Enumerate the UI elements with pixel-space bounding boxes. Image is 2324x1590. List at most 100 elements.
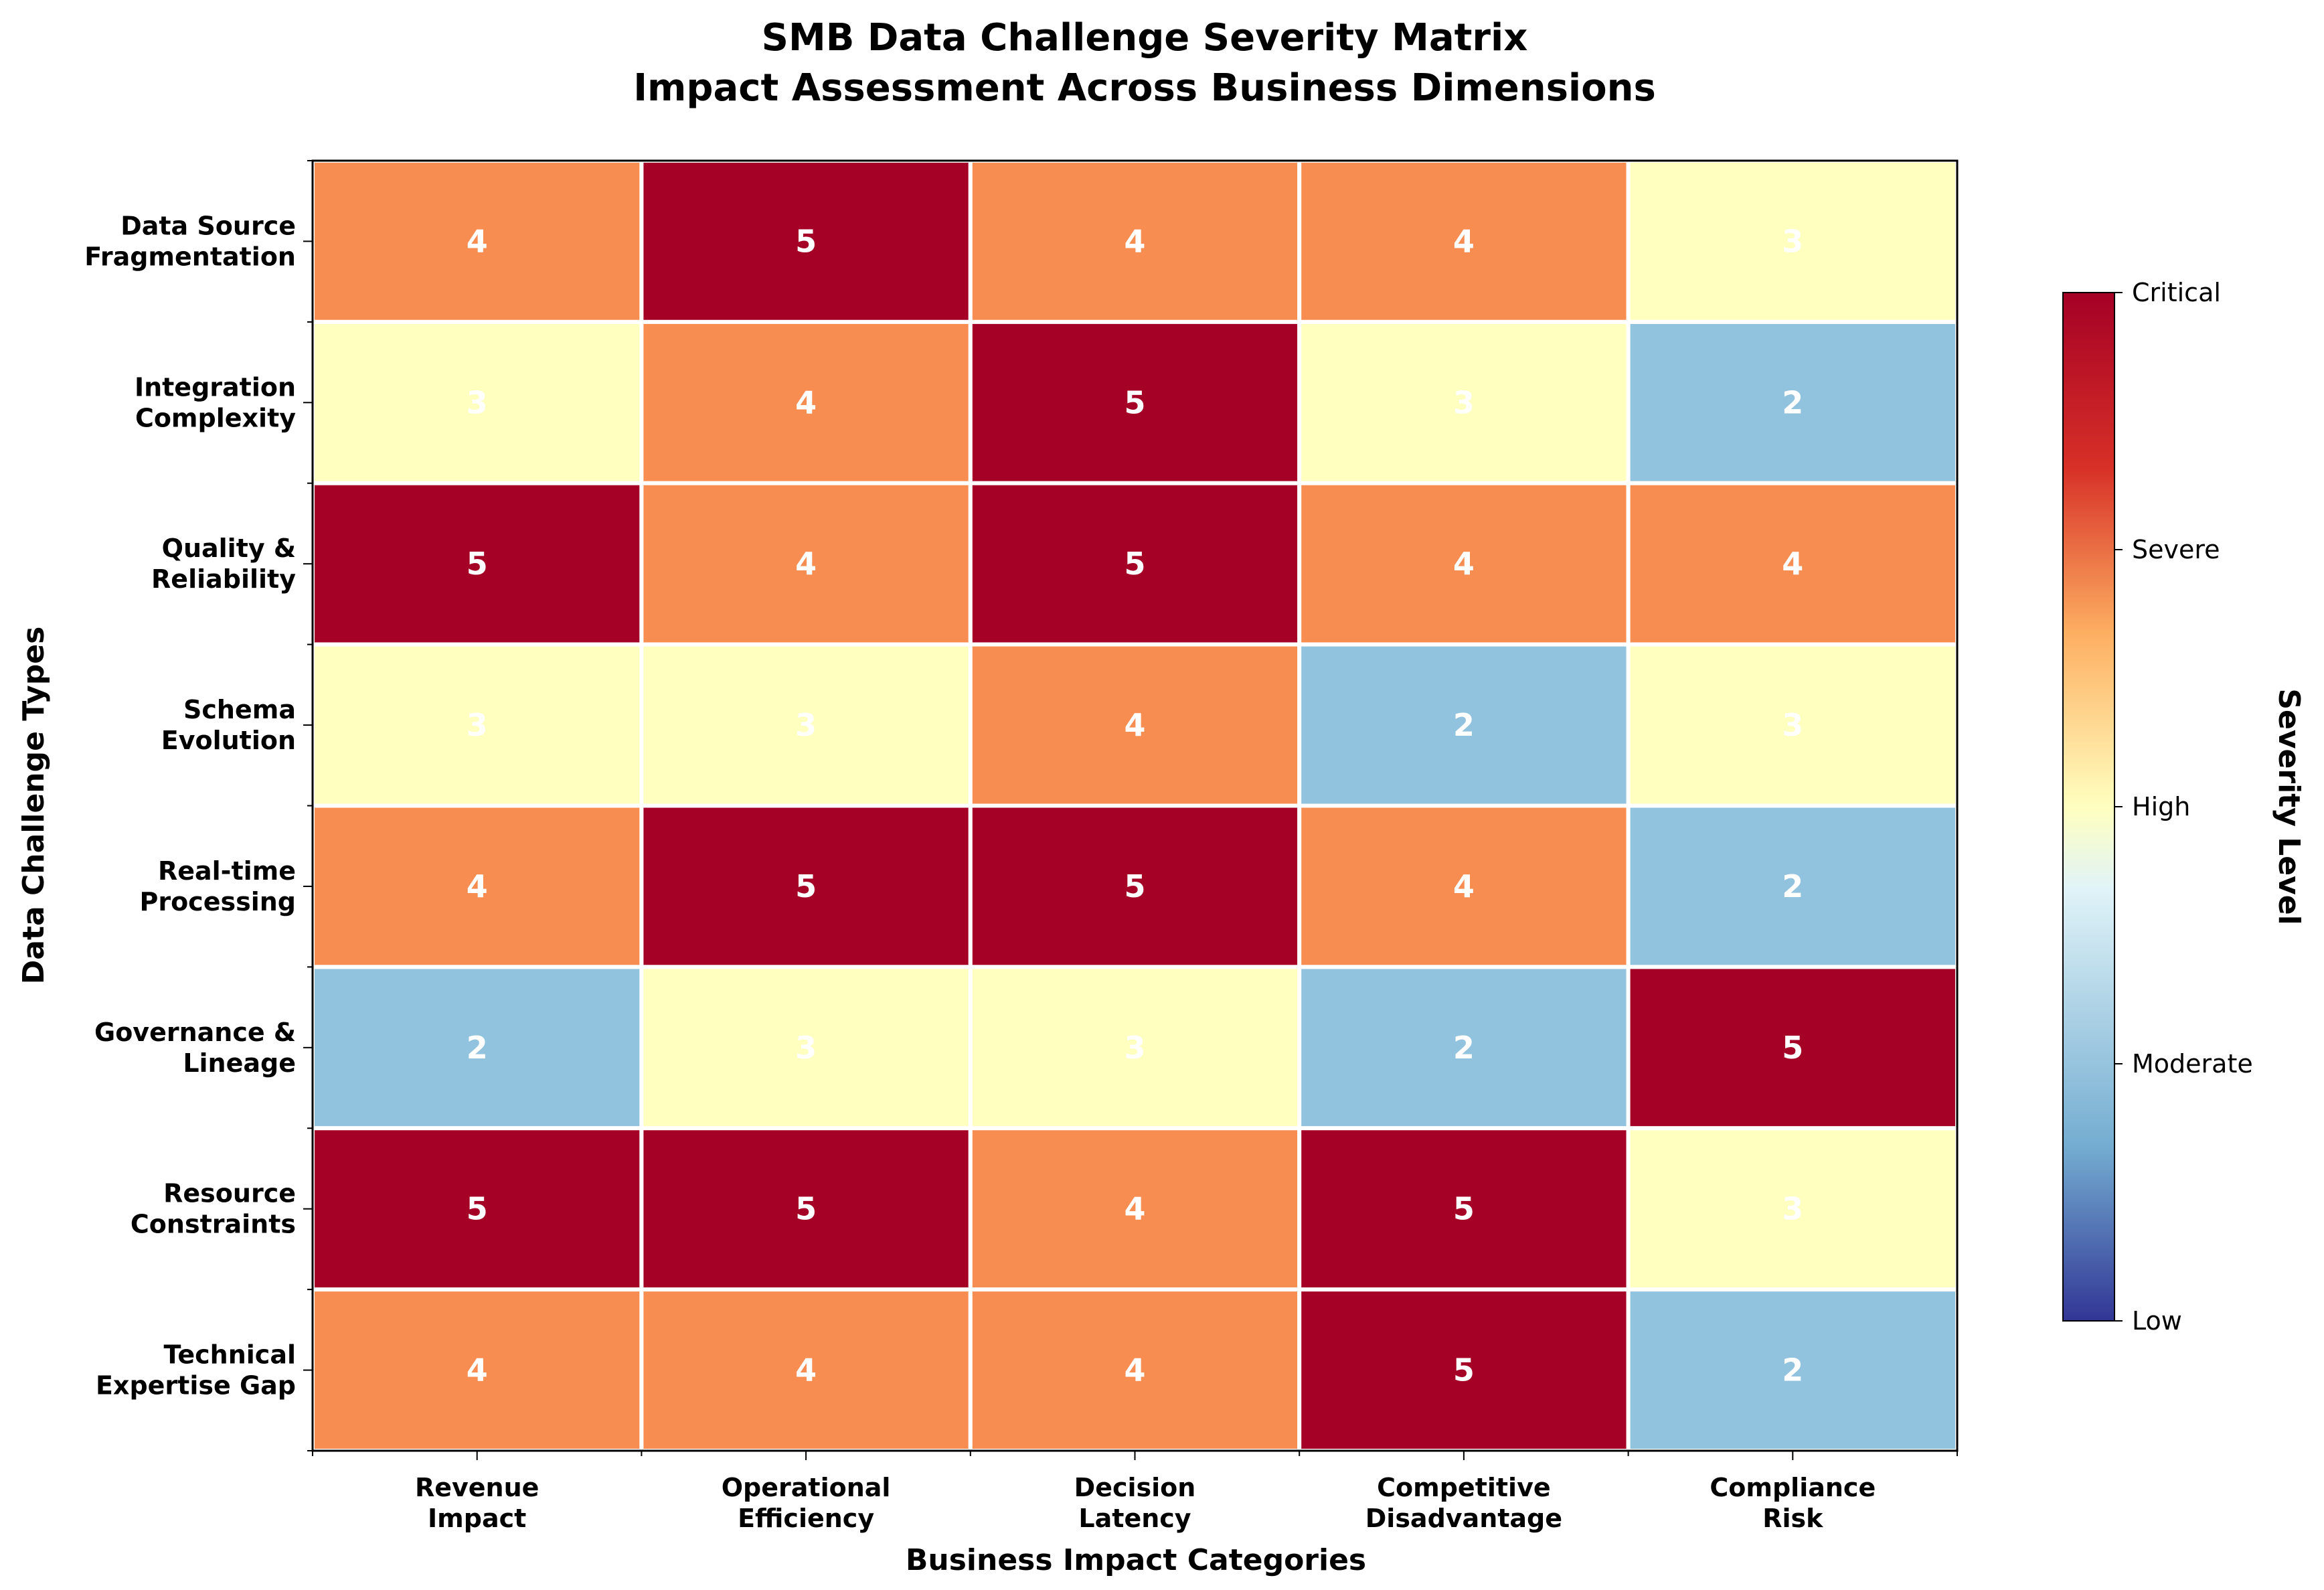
colorbar-tick-label: Severe xyxy=(2132,535,2220,564)
cell-value-label: 3 xyxy=(467,707,488,743)
cell-value-label: 4 xyxy=(795,546,817,582)
cell-value-label: 5 xyxy=(795,1191,817,1227)
heatmap-cell xyxy=(639,803,973,969)
cell-value-label: 5 xyxy=(1782,1030,1803,1066)
x-tick-label: Risk xyxy=(1762,1504,1823,1533)
cell-value-label: 5 xyxy=(1124,868,1145,904)
cell-value-label: 5 xyxy=(467,546,488,582)
cell-value-label: 5 xyxy=(795,223,817,259)
cell-value-label: 2 xyxy=(1782,384,1803,420)
x-tick-label: Impact xyxy=(428,1504,526,1533)
heatmap-cell xyxy=(639,1287,973,1453)
heatmap-cell xyxy=(639,642,973,808)
x-tick-label: Disadvantage xyxy=(1365,1504,1562,1533)
cell-value-label: 3 xyxy=(795,1030,817,1066)
cell-value-label: 5 xyxy=(1124,384,1145,420)
y-tick-label: Evolution xyxy=(161,726,296,755)
colorbar-tick-label: High xyxy=(2132,792,2190,821)
heatmap-cell xyxy=(639,481,973,647)
cell-value-label: 5 xyxy=(795,868,817,904)
x-tick-label: Latency xyxy=(1078,1504,1191,1533)
cell-value-label: 4 xyxy=(795,384,817,420)
heatmap-cell xyxy=(1626,803,1960,969)
y-tick-label: Data Source xyxy=(120,211,296,240)
colorbar-tick-label: Low xyxy=(2132,1306,2182,1336)
y-tick-label: Quality & xyxy=(162,534,296,563)
x-tick-label: Efficiency xyxy=(738,1504,874,1533)
heatmap-cell xyxy=(1297,481,1631,647)
cell-value-label: 3 xyxy=(1124,1030,1145,1066)
y-tick-label: Integration xyxy=(135,372,296,402)
cell-value-label: 4 xyxy=(1124,1191,1145,1227)
heatmap-cells xyxy=(311,159,1960,1453)
heatmap-cell xyxy=(968,642,1302,808)
cell-value-label: 2 xyxy=(1782,1352,1803,1388)
heatmap-cell xyxy=(1297,1287,1631,1453)
heatmap-cell xyxy=(639,965,973,1131)
colorbar-tick-label: Moderate xyxy=(2132,1049,2253,1079)
cell-value-label: 4 xyxy=(1453,223,1475,259)
y-tick-label: Governance & xyxy=(94,1018,296,1047)
colorbar-tick-label: Critical xyxy=(2132,278,2221,307)
heatmap-cell xyxy=(311,1287,644,1453)
heatmap-cell xyxy=(1626,1287,1960,1453)
cell-value-label: 2 xyxy=(467,1030,488,1066)
y-tick-label: Schema xyxy=(183,695,296,724)
cell-value-label: 3 xyxy=(467,384,488,420)
y-tick-label: Technical xyxy=(164,1340,297,1370)
heatmap-cell xyxy=(639,159,973,324)
x-tick-label: Operational xyxy=(722,1473,891,1502)
y-tick-label: Constraints xyxy=(131,1210,296,1239)
heatmap-cell xyxy=(311,1126,644,1292)
chart-subtitle: Impact Assessment Across Business Dimens… xyxy=(633,66,1656,110)
cell-value-label: 5 xyxy=(467,1191,488,1227)
cell-value-label: 4 xyxy=(1453,868,1475,904)
colorbar xyxy=(2062,292,2115,1322)
x-tick-label: Competitive xyxy=(1377,1473,1551,1502)
cell-value-label: 4 xyxy=(1453,546,1475,582)
cell-value-label: 4 xyxy=(467,868,488,904)
x-axis-label: Business Impact Categories xyxy=(906,1543,1366,1577)
colorbar-label: Severity Level xyxy=(2272,688,2306,925)
heatmap-cell xyxy=(1297,965,1631,1131)
cell-value-label: 3 xyxy=(795,707,817,743)
y-tick-label: Fragmentation xyxy=(84,242,296,271)
y-tick-label: Lineage xyxy=(183,1048,296,1078)
heatmap-cell xyxy=(311,159,644,324)
y-tick-label: Resource xyxy=(163,1179,296,1208)
x-tick-label: Revenue xyxy=(415,1473,539,1502)
cell-value-label: 3 xyxy=(1782,223,1803,259)
cell-value-label: 3 xyxy=(1782,707,1803,743)
heatmap-cell xyxy=(968,965,1302,1131)
cell-value-label: 3 xyxy=(1782,1191,1803,1227)
heatmap-value-labels: 4 5 4 4 3 3 4 5 3 2 5 4 5 4 4 3 3 4 2 3 4 5 5 4 2 2 3 3 2 5 5 5 4 5 3 4 4 4 5 2 xyxy=(467,223,1804,1388)
cell-value-label: 5 xyxy=(1453,1191,1475,1227)
cell-value-label: 3 xyxy=(1453,384,1475,420)
cell-value-label: 4 xyxy=(1124,223,1145,259)
heatmap-cell xyxy=(968,319,1302,485)
cell-value-label: 4 xyxy=(467,223,488,259)
cell-value-label: 4 xyxy=(1124,1352,1145,1388)
cell-value-label: 4 xyxy=(1782,546,1803,582)
y-tick-label: Complexity xyxy=(135,403,296,432)
cell-value-label: 4 xyxy=(1124,707,1145,743)
cell-value-label: 2 xyxy=(1782,868,1803,904)
heatmap-cell xyxy=(1626,319,1960,485)
x-tick-label: Decision xyxy=(1074,1473,1196,1502)
chart-title: SMB Data Challenge Severity Matrix xyxy=(762,16,1528,60)
y-tick-label: Processing xyxy=(139,887,296,917)
heatmap-cell xyxy=(1626,642,1960,808)
y-tick-label: Reliability xyxy=(151,564,296,594)
y-tick-label: Real-time xyxy=(158,856,296,886)
cell-value-label: 4 xyxy=(795,1352,817,1388)
y-tick-label: Expertise Gap xyxy=(96,1371,296,1401)
y-axis-label: Data Challenge Types xyxy=(17,627,51,985)
heatmap-cell xyxy=(968,803,1302,969)
cell-value-label: 2 xyxy=(1453,1030,1475,1066)
cell-value-label: 2 xyxy=(1453,707,1475,743)
cell-value-label: 5 xyxy=(1453,1352,1475,1388)
heatmap-cell xyxy=(311,803,644,969)
